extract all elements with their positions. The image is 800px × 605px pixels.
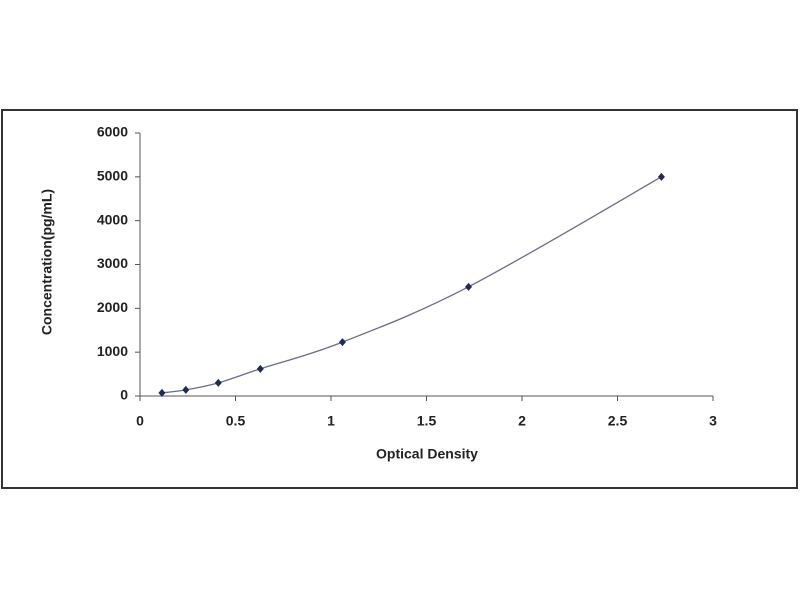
y-axis-title: Concentration(pg/mL) bbox=[39, 189, 55, 335]
y-tick-label: 4000 bbox=[97, 211, 128, 227]
data-point bbox=[256, 364, 264, 373]
x-tick-label: 1 bbox=[327, 413, 335, 429]
y-tick-label: 0 bbox=[120, 387, 128, 403]
y-tick-label: 1000 bbox=[97, 343, 128, 359]
y-tick-label: 5000 bbox=[97, 168, 128, 184]
x-tick-label: 2.5 bbox=[608, 413, 628, 429]
data-point bbox=[465, 282, 473, 291]
x-tick-label: 2 bbox=[518, 413, 526, 429]
x-tick-label: 3 bbox=[709, 413, 717, 429]
x-tick-label: 0 bbox=[136, 413, 144, 429]
data-point bbox=[338, 338, 346, 347]
y-tick-label: 6000 bbox=[97, 124, 128, 140]
curve bbox=[161, 176, 662, 394]
x-tick-label: 0.5 bbox=[226, 413, 246, 429]
x-tick-label: 1.5 bbox=[417, 413, 437, 429]
x-axis-title: Optical Density bbox=[376, 446, 478, 462]
data-point bbox=[214, 378, 222, 387]
data-point bbox=[158, 388, 166, 397]
y-tick-label: 3000 bbox=[97, 255, 128, 271]
chart-frame bbox=[1, 109, 798, 489]
y-tick-label: 2000 bbox=[97, 299, 128, 315]
data-point bbox=[182, 385, 190, 394]
data-point bbox=[657, 172, 665, 181]
